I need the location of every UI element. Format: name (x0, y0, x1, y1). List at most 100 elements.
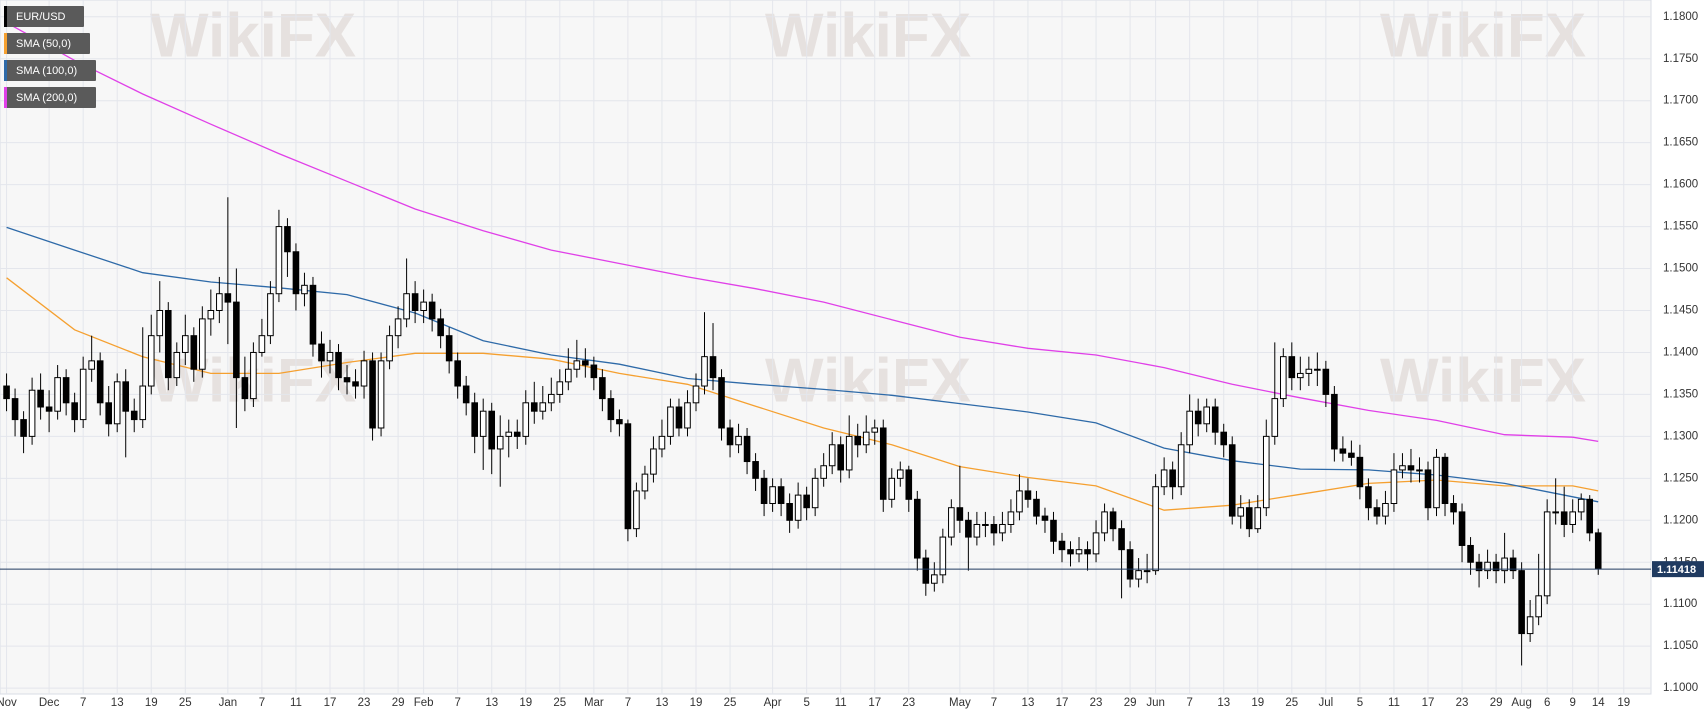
last-price-label: 1.11418 (1657, 564, 1696, 576)
last-price-box (1652, 561, 1704, 578)
candle-body (709, 356, 717, 379)
candle-body (437, 318, 444, 337)
x-tick-label: Dec (39, 697, 60, 709)
x-tick-label: 25 (1285, 697, 1298, 709)
candle-body (1279, 356, 1287, 400)
x-tick-label: 29 (392, 697, 405, 709)
candle-body (1390, 469, 1398, 505)
watermark: WikiFX (1380, 1, 1586, 70)
candle-body (667, 406, 674, 437)
candle-body (258, 335, 266, 353)
candle-body (871, 427, 879, 433)
y-tick-label: 1.1450 (1663, 305, 1698, 317)
candle-body (1314, 368, 1321, 371)
candle-body (1152, 486, 1159, 572)
candle-body (573, 360, 581, 370)
candle-body (1552, 511, 1559, 514)
candle-body (37, 389, 44, 408)
candle-body (684, 402, 691, 429)
x-tick-label: Apr (764, 697, 782, 709)
candle-body (948, 507, 955, 538)
candle-body (462, 385, 470, 404)
y-tick-label: 1.1500 (1663, 263, 1698, 275)
candle-body (1526, 616, 1534, 635)
candle-body (386, 335, 393, 362)
candle-body (428, 301, 436, 320)
y-tick-label: 1.1300 (1663, 430, 1698, 442)
watermark: WikiFX (765, 1, 971, 70)
candle-body (105, 402, 112, 425)
y-tick-label: 1.1050 (1663, 640, 1698, 652)
candle-body (837, 444, 844, 471)
x-tick-label: Aug (1511, 697, 1531, 709)
candle-body (1058, 540, 1066, 551)
y-tick-label: 1.1250 (1663, 472, 1698, 484)
legend-label: SMA (100,0) (16, 65, 77, 77)
x-tick-label: 23 (1090, 697, 1103, 709)
candle-body (88, 360, 95, 370)
candle-body (403, 293, 410, 320)
y-tick-label: 1.1000 (1663, 682, 1698, 694)
x-tick-label: 25 (724, 697, 737, 709)
candle-body (454, 360, 461, 387)
x-tick-label: 17 (868, 697, 881, 709)
sma-line (6, 22, 1599, 443)
x-tick-label: 7 (1186, 697, 1192, 709)
candle-body (1016, 490, 1023, 513)
candle-body (896, 469, 904, 479)
candle-body (1382, 503, 1389, 517)
candle-body (1441, 456, 1449, 505)
candle-body (1101, 511, 1108, 534)
candle-body (624, 423, 632, 530)
candle-body (207, 309, 215, 320)
candle-body (692, 385, 700, 404)
candle-body (360, 360, 368, 387)
candle-body (1007, 511, 1015, 525)
candle-body (522, 402, 530, 437)
x-tick-label: 11 (1388, 697, 1400, 709)
candle-body (1577, 498, 1585, 513)
candle-body (62, 377, 70, 404)
legend-swatch (4, 33, 7, 54)
x-tick-label: 17 (1056, 697, 1069, 709)
candle-body (224, 293, 232, 303)
candle-body (1143, 570, 1151, 573)
candle-body (726, 427, 734, 446)
candle-body (658, 435, 666, 450)
watermark: WikiFX (1380, 346, 1586, 415)
candle-body (496, 435, 504, 450)
candle-body (250, 351, 257, 400)
legend-swatch (4, 6, 7, 27)
candle-body (769, 486, 776, 505)
candle-body (1186, 410, 1193, 446)
legend-label: SMA (200,0) (16, 92, 77, 104)
candle-body (1475, 561, 1483, 572)
candle-body (743, 435, 751, 463)
candle-body (45, 406, 53, 412)
candle-body (1075, 549, 1083, 555)
candle-body (1237, 507, 1245, 517)
candle-body (292, 251, 300, 295)
candle-body (616, 419, 623, 425)
x-tick-label: 29 (1490, 697, 1503, 709)
x-tick-label: 19 (1251, 697, 1264, 709)
candle-body (284, 226, 291, 253)
x-tick-label: 19 (145, 697, 158, 709)
y-tick-label: 1.1200 (1663, 514, 1698, 526)
candle-body (1109, 511, 1117, 530)
x-tick-label: 17 (1422, 697, 1435, 709)
x-tick-label: 9 (1569, 697, 1575, 709)
candle-body (1356, 456, 1364, 488)
candle-body (181, 335, 189, 353)
candle-body (1501, 557, 1508, 572)
candle-body (147, 335, 155, 387)
candle-body (1024, 490, 1032, 500)
x-tick-label: 13 (656, 697, 669, 709)
candle-body (913, 498, 921, 559)
candle-body (547, 393, 555, 404)
legend-swatch (4, 60, 7, 81)
candle-body (71, 402, 78, 421)
candle-body (1484, 561, 1491, 572)
candle-body (1067, 549, 1074, 555)
